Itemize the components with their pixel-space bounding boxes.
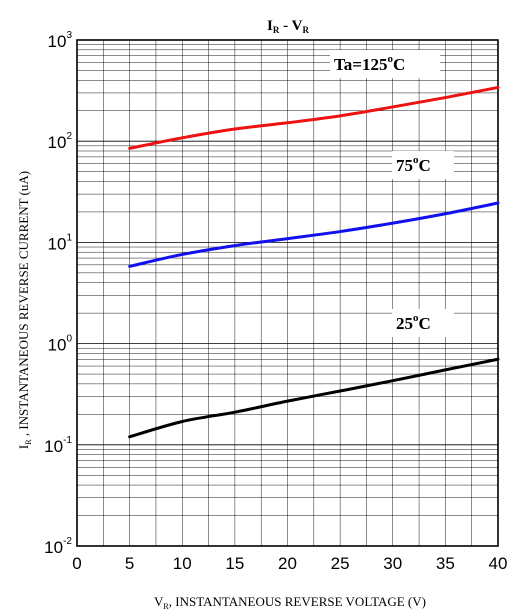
series-line-125c (128, 85, 500, 150)
title-sub-b: R (302, 25, 309, 35)
title-main-b: V (292, 18, 303, 34)
series-line-25c (128, 357, 500, 439)
x-tick-label: 30 (383, 554, 402, 573)
svg-text:Ta=125oC: Ta=125oC (334, 53, 405, 74)
series-label-75c: 75oC (392, 151, 454, 179)
x-axis-label-text: , INSTANTANEOUS REVERSE VOLTAGE (V) (169, 594, 426, 609)
x-tick-label: 10 (173, 554, 192, 573)
x-tick-label: 15 (225, 554, 244, 573)
x-axis-label-sym: V (154, 594, 164, 609)
x-tick-label: 40 (489, 554, 508, 573)
plot-frame (76, 39, 499, 547)
x-tick-label: 0 (72, 554, 81, 573)
title-main-a: I (267, 18, 273, 34)
x-tick-label: 5 (125, 554, 134, 573)
y-axis-label-text: , INSTANTANEOUS REVERSE CURRENT (uA) (16, 171, 31, 440)
svg-text:25oC: 25oC (396, 312, 431, 333)
grid (76, 40, 499, 547)
y-tick-label: 102 (48, 131, 73, 152)
y-tick-label: 10-1 (44, 435, 72, 456)
x-tick-label: 20 (278, 554, 297, 573)
series-label-125c: Ta=125oC (330, 50, 440, 78)
y-tick-label: 103 (48, 30, 73, 51)
y-tick-label: 101 (48, 232, 73, 253)
chart-title: IR - VR (267, 18, 309, 35)
series-line-75c (128, 201, 500, 268)
x-axis-label-sub: R (163, 602, 169, 611)
x-tick-label: 25 (331, 554, 350, 573)
x-tick-label: 35 (436, 554, 455, 573)
svg-text:75oC: 75oC (396, 154, 431, 175)
y-axis-label-sub: R (24, 439, 33, 445)
title-dash: - (279, 18, 291, 34)
y-tick-label: 100 (48, 334, 73, 355)
x-axis-label: VR, INSTANTANEOUS REVERSE VOLTAGE (V) (154, 594, 426, 611)
y-axis-label-sym: I (16, 445, 31, 449)
title-sub-a: R (273, 25, 280, 35)
series-label-25c: 25oC (392, 309, 454, 337)
series-layer: Ta=125oC 75oC 25oC (128, 50, 500, 439)
ticks: 0 5 10 15 20 25 30 35 40 10-2 10-1 100 101 102 103 (44, 30, 507, 573)
y-tick-label: 10-2 (44, 536, 72, 557)
y-axis-label: IR , INSTANTANEOUS REVERSE CURRENT (uA) (16, 171, 33, 449)
